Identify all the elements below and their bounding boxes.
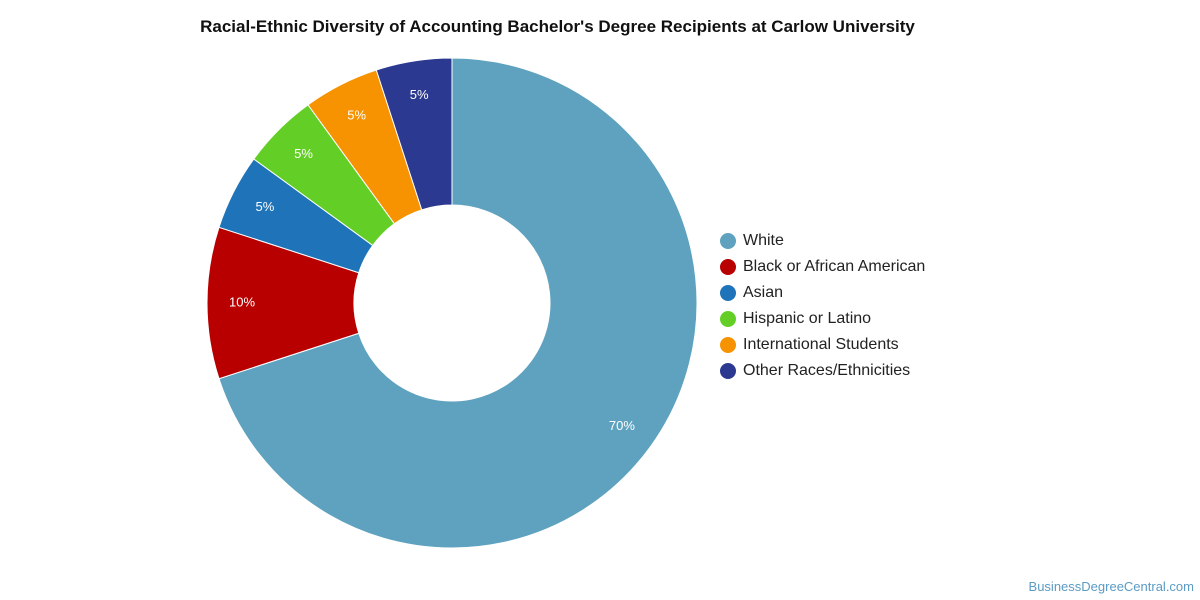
legend-label: Other Races/Ethnicities — [743, 362, 911, 379]
legend-label: Hispanic or Latino — [743, 310, 872, 327]
slice-data-label: 5% — [347, 107, 366, 122]
legend-swatch — [720, 337, 736, 353]
legend-item[interactable]: International Students — [720, 332, 925, 358]
legend-label: Black or African American — [743, 258, 926, 275]
legend-item[interactable]: Asian — [720, 280, 925, 306]
slice-data-label: 5% — [255, 199, 274, 214]
legend-item[interactable]: Hispanic or Latino — [720, 306, 925, 332]
slice-white[interactable] — [218, 57, 698, 549]
legend-swatch — [720, 285, 736, 301]
legend-swatch — [720, 363, 736, 379]
legend-label: White — [743, 232, 784, 249]
legend-item[interactable]: Black or African American — [720, 254, 925, 280]
legend-swatch — [720, 233, 736, 249]
legend-swatch — [720, 259, 736, 275]
slice-data-label: 70% — [609, 418, 635, 433]
slice-data-label: 10% — [229, 294, 255, 309]
legend-label: Asian — [743, 284, 784, 301]
slice-other-races-ethnicities[interactable] — [375, 57, 453, 211]
source-credit[interactable]: BusinessDegreeCentral.com — [1028, 579, 1194, 594]
legend-item[interactable]: White — [720, 228, 925, 254]
chart-legend: White Black or African American Asian Hispa… — [720, 228, 925, 384]
legend-label: International Students — [743, 336, 899, 353]
slice-data-label: 5% — [410, 87, 429, 102]
legend-swatch — [720, 311, 736, 327]
slice-data-label: 5% — [294, 146, 313, 161]
chart-title: Racial-Ethnic Diversity of Accounting Ba… — [200, 17, 915, 36]
legend-item[interactable]: Other Races/Ethnicities — [720, 358, 925, 384]
